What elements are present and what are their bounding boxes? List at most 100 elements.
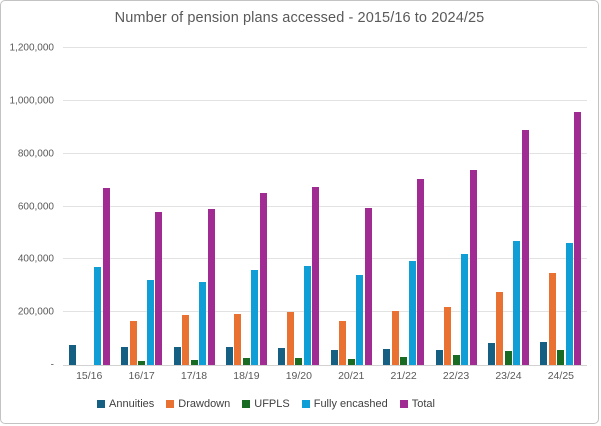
bar-total-23/24 — [521, 130, 529, 365]
bar-ufpls-16/17 — [138, 361, 146, 365]
bar-group-22/23 — [430, 48, 482, 365]
bar-ufpls-21/22 — [400, 357, 408, 365]
bar-fully-encashed-24/25 — [565, 242, 573, 365]
bar-fully-encashed-16/17 — [146, 280, 154, 365]
x-axis: 15/16 16/17 17/18 18/19 19/20 20/21 21/22 22/23… — [63, 370, 587, 382]
bar-ufpls-18/19 — [242, 358, 250, 365]
bar-annuities-20/21 — [330, 350, 338, 365]
legend-item-annuities: Annuities — [97, 398, 154, 410]
bar-annuities-15/16 — [68, 345, 76, 365]
bar-total-17/18 — [207, 209, 215, 365]
legend-item-total: Total — [399, 398, 435, 410]
bar-groups — [63, 48, 587, 365]
bar-total-16/17 — [155, 211, 163, 365]
legend: Annuities Drawdown UFPLS Fully encashed Tota… — [1, 398, 531, 410]
bar-annuities-24/25 — [540, 341, 548, 365]
bar-annuities-22/23 — [435, 350, 443, 365]
legend-item-fully-encashed: Fully encashed — [301, 398, 388, 410]
bar-ufpls-23/24 — [504, 351, 512, 365]
legend-swatch-icon — [242, 400, 251, 408]
x-axis-label-15/16: 15/16 — [76, 370, 103, 382]
bar-drawdown-16/17 — [129, 321, 137, 365]
bar-fully-encashed-18/19 — [251, 269, 259, 365]
bar-ufpls-22/23 — [452, 354, 460, 365]
bar-group-21/22 — [377, 48, 429, 365]
legend-label: Drawdown — [178, 398, 231, 410]
bar-annuities-18/19 — [225, 346, 233, 365]
gridline — [63, 99, 587, 101]
legend-swatch-icon — [97, 400, 106, 408]
y-axis-tick-label: 200,000 — [17, 306, 54, 318]
bar-total-21/22 — [417, 178, 425, 365]
bar-total-15/16 — [102, 188, 110, 365]
y-axis-tick-label: 800,000 — [17, 148, 54, 160]
legend-swatch-icon — [301, 400, 310, 408]
bar-drawdown-17/18 — [182, 314, 190, 365]
legend-swatch-icon — [399, 400, 408, 408]
y-axis-tick-label: 600,000 — [17, 201, 54, 212]
bar-group-17/18 — [168, 48, 220, 365]
bar-drawdown-24/25 — [548, 273, 556, 365]
bar-group-18/19 — [220, 48, 272, 365]
bar-fully-encashed-23/24 — [513, 240, 521, 365]
bar-group-19/20 — [273, 48, 325, 365]
bar-annuities-23/24 — [487, 343, 495, 365]
bar-ufpls-20/21 — [347, 358, 355, 365]
bar-fully-encashed-20/21 — [356, 275, 364, 365]
bar-drawdown-22/23 — [444, 306, 452, 365]
bar-fully-encashed-19/20 — [303, 265, 311, 365]
x-axis-line — [63, 365, 587, 366]
gridline — [63, 205, 587, 207]
bar-drawdown-23/24 — [496, 292, 504, 365]
y-axis-tick-label: 400,000 — [17, 253, 54, 265]
bar-fully-encashed-21/22 — [408, 260, 416, 365]
bar-total-20/21 — [364, 207, 372, 365]
gridline — [63, 311, 587, 313]
bar-group-23/24 — [482, 48, 534, 365]
bar-total-18/19 — [259, 193, 267, 365]
plot-area — [63, 47, 587, 366]
bar-group-15/16 — [63, 48, 115, 365]
y-axis-tick-label: - — [50, 359, 54, 371]
legend-label: Fully encashed — [313, 398, 388, 410]
bar-ufpls-17/18 — [190, 359, 198, 365]
x-axis-label-18/19: 18/19 — [233, 370, 260, 382]
y-axis-tick-label: 1,200,000 — [9, 42, 55, 54]
x-axis-label-17/18: 17/18 — [180, 370, 208, 382]
bar-drawdown-18/19 — [234, 313, 242, 365]
legend-item-drawdown: Drawdown — [166, 398, 230, 410]
bar-drawdown-19/20 — [286, 312, 294, 365]
bar-fully-encashed-17/18 — [199, 281, 207, 365]
bar-annuities-19/20 — [278, 347, 286, 365]
bar-group-16/17 — [115, 48, 167, 365]
legend-swatch-icon — [166, 400, 175, 408]
x-axis-label-16/17: 16/17 — [128, 370, 155, 382]
bar-total-24/25 — [574, 111, 582, 365]
legend-item-ufpls: UFPLS — [242, 398, 290, 410]
bar-drawdown-21/22 — [391, 310, 399, 365]
bar-group-24/25 — [535, 48, 587, 365]
bar-fully-encashed-15/16 — [94, 267, 102, 365]
x-axis-label-24/25: 24/25 — [547, 370, 574, 382]
y-axis: - 200,000 400,000 600,000 800,000 1,000,000 1,… — [1, 43, 57, 371]
gridline — [63, 258, 587, 260]
bar-drawdown-20/21 — [339, 321, 347, 365]
chart-title: Number of pension plans accessed - 2015/… — [114, 10, 485, 26]
legend-label: UFPLS — [254, 398, 290, 410]
bar-group-20/21 — [325, 48, 377, 365]
bar-annuities-16/17 — [121, 346, 129, 365]
gridline — [63, 47, 587, 48]
bar-ufpls-19/20 — [295, 357, 303, 365]
x-axis-label-19/20: 19/20 — [285, 370, 312, 382]
legend-label: Total — [411, 398, 435, 410]
x-axis-label-21/22: 21/22 — [390, 370, 417, 382]
x-axis-label-22/23: 22/23 — [442, 370, 470, 382]
bar-ufpls-24/25 — [557, 349, 565, 365]
bar-annuities-21/22 — [383, 348, 391, 365]
bar-total-22/23 — [469, 169, 477, 365]
bar-total-19/20 — [312, 186, 320, 365]
y-axis-tick-label: 1,000,000 — [9, 95, 55, 107]
gridline — [63, 152, 587, 154]
bar-annuities-17/18 — [173, 346, 181, 365]
